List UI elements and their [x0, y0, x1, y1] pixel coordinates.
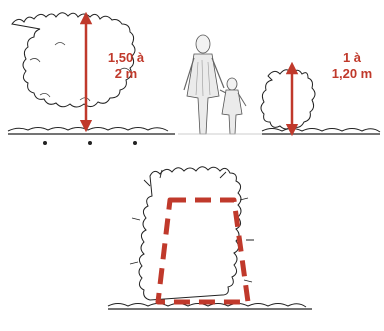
plant-dot	[88, 141, 92, 145]
short-hedge-height-label: 1 à 1,20 m	[331, 50, 373, 81]
hedge-cross-section	[129, 166, 254, 301]
short-hedge	[260, 69, 316, 130]
plant-dot	[133, 141, 137, 145]
grass-right	[261, 128, 381, 133]
plant-dot	[43, 141, 47, 145]
tall-hedge	[11, 12, 136, 108]
grass-left	[7, 127, 169, 132]
adult-and-child-figures-icon	[178, 34, 264, 135]
grass-bottom	[107, 303, 307, 308]
tall-hedge-height-label: 1,50 à 2 m	[107, 50, 145, 81]
